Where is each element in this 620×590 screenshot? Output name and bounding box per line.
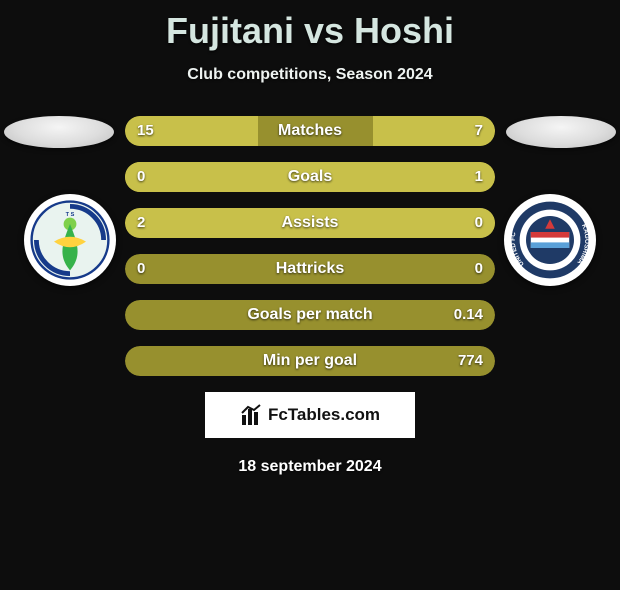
comparison-content: T S KAGOSHIMA UNITED FC 157Matches 01Goal… — [0, 116, 620, 476]
stat-row: 01Goals — [125, 162, 495, 192]
comparison-rows: 157Matches 01Goals 20Assists 00Hattricks 0.1… — [125, 116, 495, 376]
comparison-date: 18 september 2024 — [0, 458, 620, 476]
svg-text:T S: T S — [66, 212, 75, 218]
stat-label: Goals — [125, 162, 495, 192]
stat-row: 00Hattricks — [125, 254, 495, 284]
player-photo-left — [4, 116, 114, 148]
stat-label: Matches — [125, 116, 495, 146]
club-badge-right: KAGOSHIMA UNITED FC — [504, 194, 596, 286]
comparison-title: Fujitani vs Hoshi — [0, 10, 620, 52]
stat-label: Goals per match — [125, 300, 495, 330]
kagoshima-badge-icon: KAGOSHIMA UNITED FC — [510, 200, 590, 280]
stat-label: Assists — [125, 208, 495, 238]
brand-label: FcTables.com — [268, 405, 380, 425]
tochigi-badge-icon: T S — [30, 200, 110, 280]
stat-row: 20Assists — [125, 208, 495, 238]
stat-row: 774Min per goal — [125, 346, 495, 376]
brand-box[interactable]: FcTables.com — [205, 392, 415, 438]
club-badge-left: T S — [24, 194, 116, 286]
stat-label: Hattricks — [125, 254, 495, 284]
comparison-subtitle: Club competitions, Season 2024 — [0, 66, 620, 84]
stat-label: Min per goal — [125, 346, 495, 376]
stat-row: 0.14Goals per match — [125, 300, 495, 330]
stat-row: 157Matches — [125, 116, 495, 146]
brand-icon — [240, 403, 264, 427]
player-photo-right — [506, 116, 616, 148]
